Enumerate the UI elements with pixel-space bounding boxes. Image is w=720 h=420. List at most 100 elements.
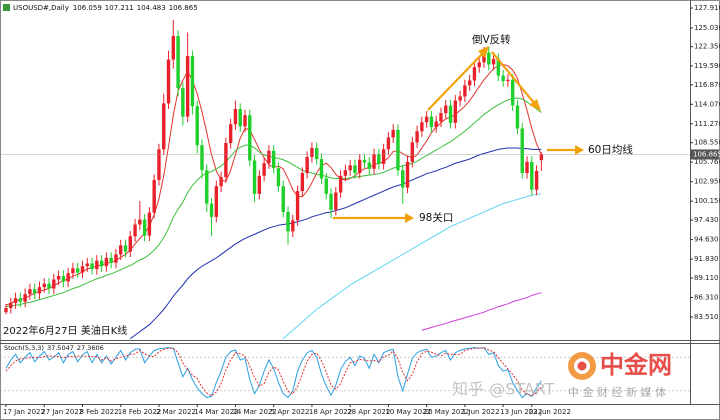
candle-body: [171, 35, 175, 60]
y-tick-label: 122.350: [694, 43, 720, 51]
candle-body: [205, 170, 209, 204]
chart-header: USOUSD#,Daily 106.059 107.211 104.483 106.86…: [13, 4, 198, 12]
candle-body: [224, 143, 228, 178]
y-tick-label: 97.430: [694, 216, 719, 224]
y-tick-label: 83.510: [694, 313, 719, 321]
candle-body: [209, 203, 214, 217]
y-tick-label: 111.270: [694, 120, 720, 128]
candle-body: [267, 150, 271, 164]
candle-body: [319, 159, 324, 179]
candle-body: [85, 263, 89, 267]
pattern-label: 倒V反转: [472, 33, 511, 46]
y-tick-label: 119.590: [694, 62, 720, 70]
candle-body: [52, 279, 56, 289]
y-tick-label: 100.150: [694, 197, 720, 205]
y-tick-label: 105.760: [694, 158, 720, 166]
candle-body: [162, 103, 166, 150]
x-tick-label: 27 Jan 2022: [41, 408, 83, 416]
x-tick-label: 20 May 2022: [424, 408, 470, 416]
candle-body: [377, 154, 381, 164]
candle-body: [534, 170, 539, 190]
arrow-head: [478, 46, 489, 58]
candle-body: [439, 113, 443, 122]
candle-body: [477, 62, 481, 68]
candle-body: [95, 260, 99, 270]
candle-body: [252, 160, 257, 194]
candle-body: [56, 275, 61, 280]
watermark-slogan: 中 金 财 经 新 媒 体: [568, 385, 666, 399]
candle-body: [338, 175, 343, 193]
candle-body: [4, 307, 8, 313]
candle-body: [291, 220, 295, 232]
candle-body: [381, 149, 386, 164]
candle-body: [176, 35, 180, 89]
candle-body: [23, 294, 27, 302]
x-tick-label: 24 Mar 2022: [232, 408, 276, 416]
candle-body: [200, 145, 204, 171]
candle-body: [228, 124, 233, 144]
candle-body: [99, 260, 104, 267]
logo-icon: [577, 361, 587, 371]
y-tick-label: 108.550: [694, 139, 720, 147]
x-tick-label: 28 Apr 2022: [347, 408, 390, 416]
candle-body: [80, 266, 85, 273]
candle-body: [147, 212, 152, 236]
candle-body: [463, 85, 467, 97]
candle-body: [243, 115, 247, 127]
stoch-title: Stoch(5,3,3): [4, 344, 44, 352]
candle-body: [391, 129, 395, 138]
candle-body: [353, 165, 357, 173]
candle-body: [424, 116, 429, 123]
candle-body: [487, 52, 491, 65]
candle-body: [18, 298, 23, 302]
x-tick-label: 18 Feb 2022: [118, 408, 162, 416]
stoch-line: [5, 347, 542, 399]
candle-body: [429, 116, 434, 128]
candle-body: [104, 257, 109, 267]
candle-body: [142, 219, 147, 236]
candle-body: [343, 170, 348, 176]
candle-body: [348, 165, 352, 171]
candle-body: [238, 108, 242, 127]
x-tick-label: 8 Feb 2022: [79, 408, 118, 416]
candle-body: [47, 283, 51, 289]
candle-body: [467, 80, 472, 86]
candle-body: [491, 58, 496, 65]
y-tick-label: 91.830: [694, 255, 719, 263]
candle-body: [61, 275, 66, 282]
candle-body: [90, 263, 94, 270]
y-tick-label: 127.910: [694, 4, 720, 12]
candle-body: [219, 177, 223, 187]
caption: 2022年6月27日 美油日K线: [3, 324, 127, 337]
x-tick-label: 1 Jun 2022: [462, 408, 500, 416]
candle-body: [119, 245, 123, 255]
candle-body: [276, 168, 281, 187]
arrow: [427, 52, 484, 111]
x-tick-label: 2 Mar 2022: [156, 408, 196, 416]
candle-body: [362, 159, 367, 163]
marks: 127.910 125.030 122.350 119.590 116.870 114.0…: [0, 4, 720, 416]
stoch-header: Stoch(5,3,3) 37.5047 27.3606: [4, 344, 104, 352]
candle-body: [372, 154, 376, 169]
candle-body: [214, 186, 219, 217]
candle-body: [109, 257, 113, 263]
close-value: 106.865: [169, 4, 198, 12]
candle-body: [66, 273, 70, 282]
candle-body: [520, 128, 524, 173]
x-tick-label: 10 May 2022: [385, 408, 431, 416]
candle-body: [190, 56, 195, 107]
y-tick-label: 94.630: [694, 236, 719, 244]
candle-body: [32, 289, 37, 294]
candle-body: [195, 106, 199, 146]
candle-body: [305, 156, 309, 173]
candle-body: [133, 224, 137, 237]
candle-body: [138, 219, 142, 225]
candle-body: [334, 192, 338, 210]
arrow: [491, 51, 536, 105]
candle-body: [37, 287, 42, 294]
candle-body: [367, 162, 371, 169]
candle-body: [453, 100, 458, 123]
